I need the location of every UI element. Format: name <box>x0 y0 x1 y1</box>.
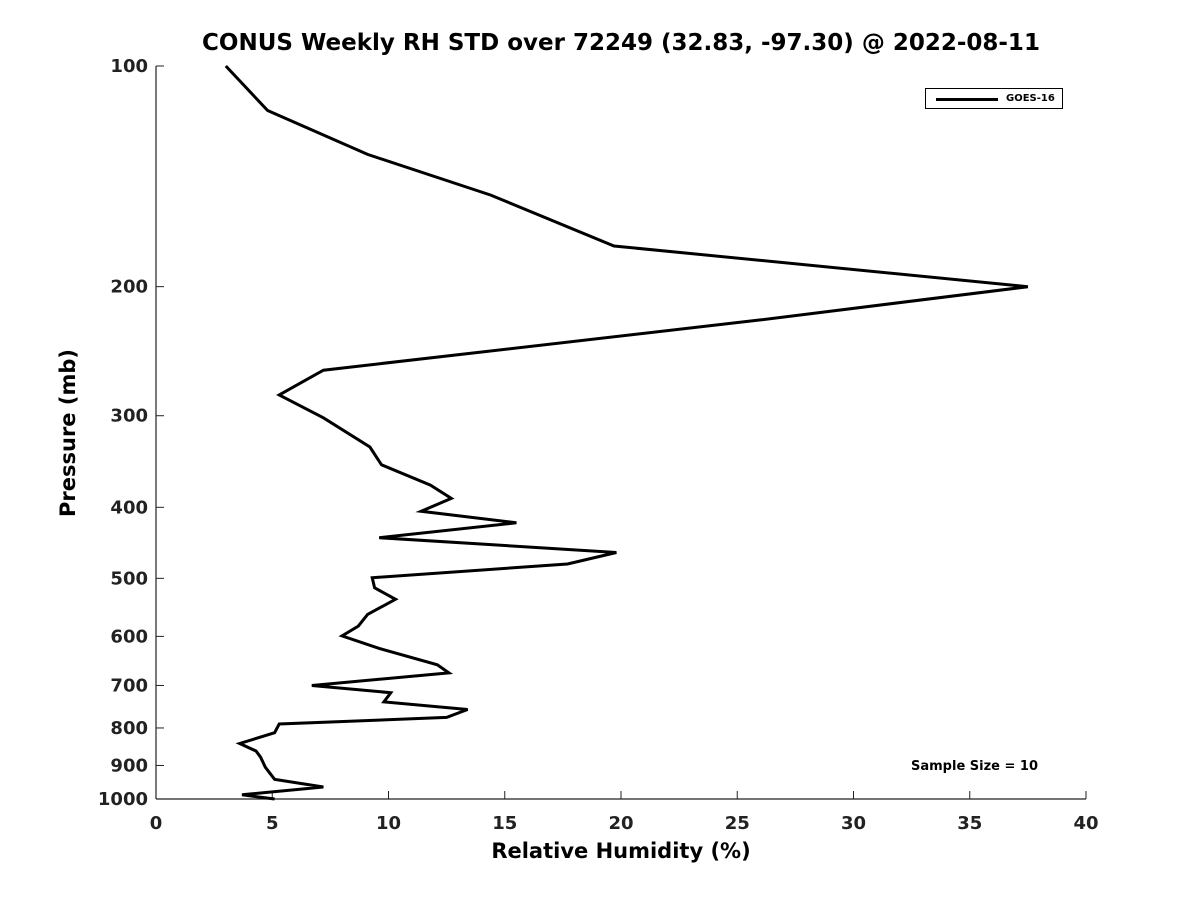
axes-frame <box>155 66 1086 800</box>
x-tick-label: 15 <box>492 813 517 834</box>
y-axis-label: Pressure (mb) <box>56 349 80 517</box>
x-tick-label: 5 <box>266 813 279 834</box>
x-axis-ticks: 0 5 10 15 20 25 30 35 40 <box>150 791 1099 834</box>
x-tick-label: 30 <box>841 813 866 834</box>
y-tick-label: 1000 <box>98 789 148 810</box>
y-axis-ticks: 100 200 300 400 500 600 700 800 900 1000 <box>98 56 164 810</box>
x-tick-label: 10 <box>376 813 401 834</box>
legend: GOES-16 <box>925 88 1063 109</box>
x-tick-label: 35 <box>957 813 982 834</box>
legend-swatch-goes16 <box>936 98 998 101</box>
x-tick-label: 25 <box>725 813 750 834</box>
chart-title: CONUS Weekly RH STD over 72249 (32.83, -… <box>202 30 1040 56</box>
y-tick-label: 600 <box>110 626 148 647</box>
y-tick-label: 500 <box>110 568 148 589</box>
y-tick-label: 900 <box>110 755 148 776</box>
x-tick-label: 40 <box>1073 813 1098 834</box>
x-tick-label: 0 <box>150 813 163 834</box>
legend-label-goes16: GOES-16 <box>1006 93 1055 104</box>
y-tick-label: 700 <box>110 675 148 696</box>
series-layer <box>224 64 1029 801</box>
y-tick-label: 400 <box>110 497 148 518</box>
y-tick-label: 300 <box>110 406 148 427</box>
y-tick-label: 200 <box>110 277 148 298</box>
y-tick-label: 800 <box>110 718 148 739</box>
x-axis-label: Relative Humidity (%) <box>491 839 751 863</box>
y-tick-label: 100 <box>110 56 148 77</box>
x-tick-label: 20 <box>608 813 633 834</box>
series-line-goes-16 <box>224 64 1029 801</box>
sample-size-annotation: Sample Size = 10 <box>911 759 1039 774</box>
